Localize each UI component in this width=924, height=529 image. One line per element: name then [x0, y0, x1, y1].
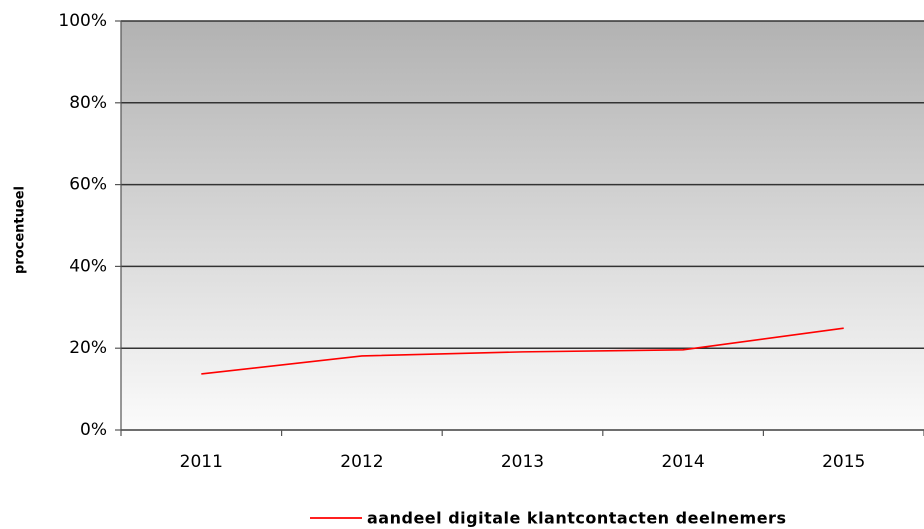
y-axis-label: procentueel: [13, 186, 28, 274]
y-tick-label: 80%: [69, 93, 107, 113]
data-line: [201, 327, 844, 375]
legend-label: aandeel digitale klantcontacten deelneme…: [367, 509, 786, 528]
x-tick-label: 2014: [661, 452, 704, 472]
y-tick-label: 40%: [69, 256, 107, 276]
y-tick-label: 20%: [69, 338, 107, 358]
y-tick-label: 100%: [58, 11, 107, 31]
x-tick-label: 2012: [340, 452, 383, 472]
x-tick-label: 2013: [501, 452, 544, 472]
y-tick-label: 60%: [69, 175, 107, 195]
y-tick-label: 0%: [80, 420, 107, 440]
plot-area: [121, 21, 924, 430]
x-tick-label: 2015: [822, 452, 865, 472]
x-tick-label: 2011: [180, 452, 223, 472]
